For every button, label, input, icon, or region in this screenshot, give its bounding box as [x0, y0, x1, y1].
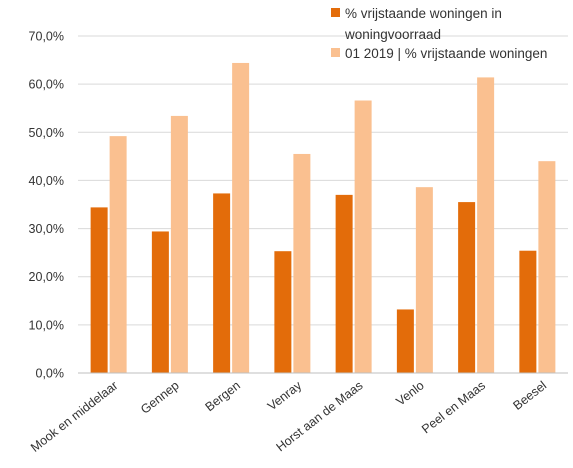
- bar-series-2: [232, 62, 250, 374]
- bar-series-2: [170, 115, 188, 373]
- bar-series-1: [274, 251, 292, 373]
- gridlines: [78, 35, 568, 374]
- y-tick-label: 0,0%: [36, 367, 65, 381]
- x-tick-label: Mook en middelaar: [28, 378, 120, 454]
- y-tick-label: 10,0%: [29, 318, 64, 332]
- legend-label: 01 2019 | % vrijstaande woningen: [345, 46, 547, 61]
- bar-series-2: [293, 153, 311, 373]
- bar-series-1: [151, 231, 169, 373]
- bar-series-2: [477, 77, 495, 373]
- y-tick-label: 30,0%: [29, 222, 64, 236]
- bar-series-2: [538, 161, 556, 373]
- legend: % vrijstaande woningen in woningvoorraad 0…: [331, 6, 547, 61]
- x-tick-label: Beesel: [510, 378, 549, 413]
- x-tick-label: Bergen: [203, 378, 243, 414]
- legend-swatch: [331, 48, 340, 57]
- bar-series-2: [354, 100, 372, 374]
- bar-series-1: [335, 194, 353, 373]
- bar-series-1: [90, 207, 108, 373]
- x-tick-label: Venlo: [393, 378, 426, 408]
- y-tick-label: 60,0%: [29, 78, 64, 92]
- legend-swatch: [331, 8, 340, 17]
- y-axis: 0,0% 10,0% 20,0% 30,0% 40,0% 50,0% 60,0% 70,0%: [29, 30, 64, 381]
- legend-label: % vrijstaande woningen in: [345, 6, 502, 21]
- y-tick-label: 70,0%: [29, 30, 64, 44]
- x-tick-label: Gennep: [138, 378, 182, 416]
- bar-series-2: [109, 136, 127, 373]
- bar-series-2: [415, 187, 433, 373]
- bar-series-1: [458, 202, 476, 373]
- bar-series-1: [519, 250, 537, 373]
- x-axis: Mook en middelaar Gennep Bergen VenrayHorst…: [28, 372, 568, 455]
- x-tick-label: Venray: [265, 378, 305, 413]
- y-tick-label: 40,0%: [29, 174, 64, 188]
- bar-series-1: [396, 309, 414, 373]
- y-tick-label: 20,0%: [29, 270, 64, 284]
- bar-series-1: [213, 193, 231, 373]
- bars: [90, 62, 556, 374]
- x-tick-label: Peel en Maas: [419, 378, 488, 436]
- legend-label: woningvoorraad: [344, 27, 441, 42]
- y-tick-label: 50,0%: [29, 126, 64, 140]
